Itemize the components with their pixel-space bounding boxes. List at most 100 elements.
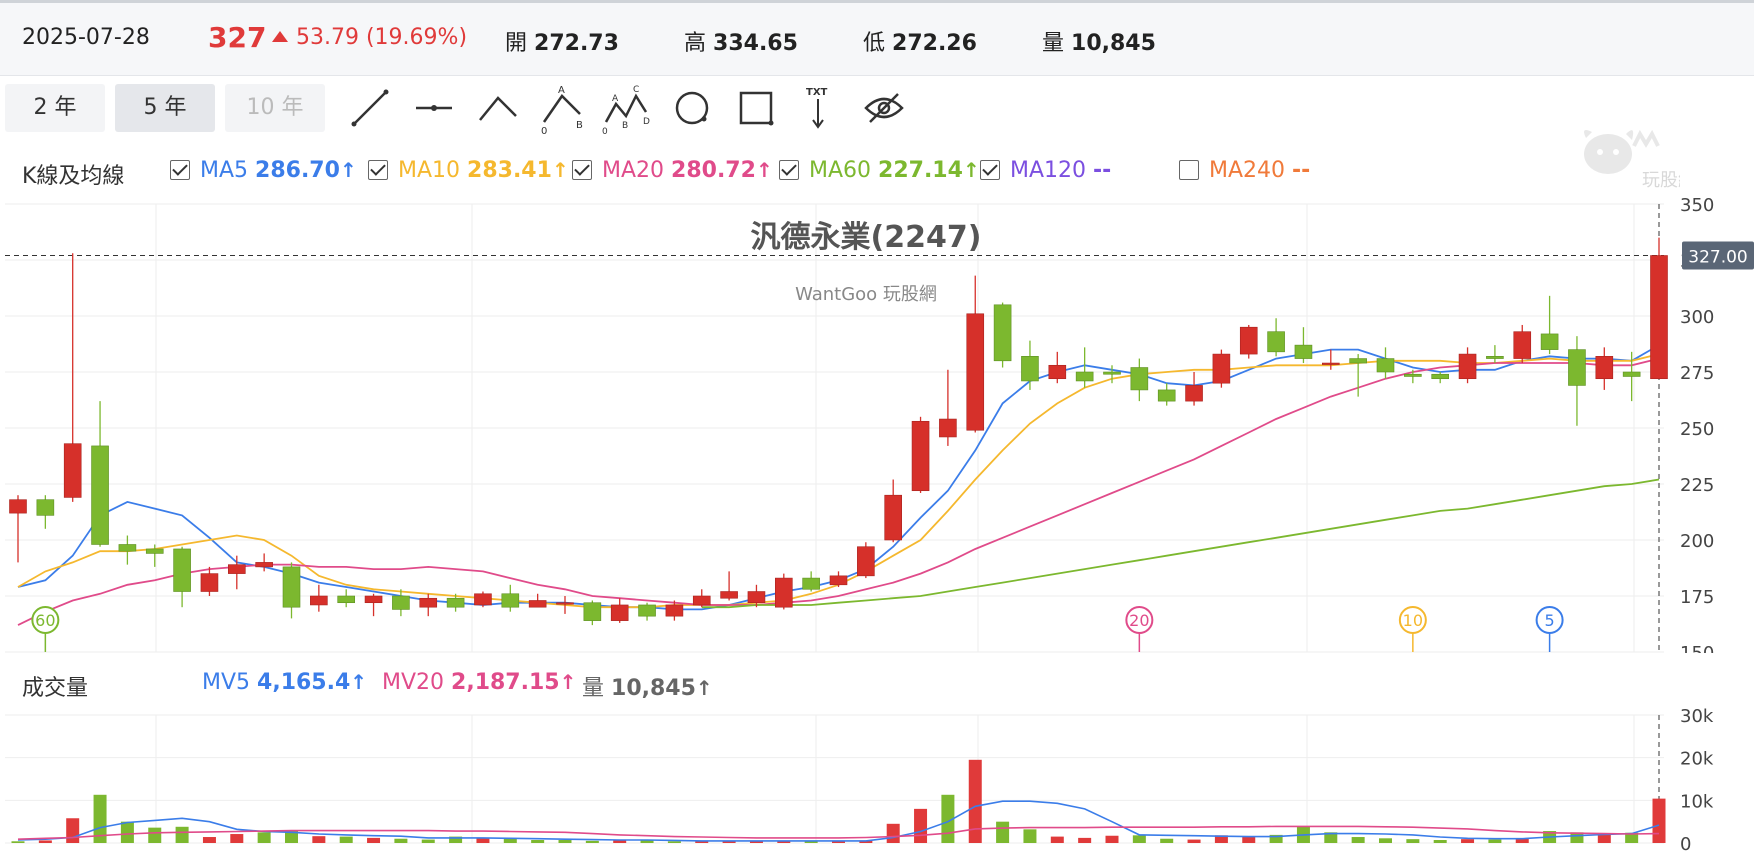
candle	[1486, 345, 1504, 364]
volume-bar	[503, 838, 517, 843]
abc-label-b: B	[576, 120, 583, 131]
candle	[966, 275, 985, 433]
trend-line-icon[interactable]	[344, 82, 396, 134]
ma10-checkbox[interactable]	[368, 160, 388, 180]
open-label: 開	[505, 31, 528, 56]
high-value: 334.65	[713, 31, 798, 56]
candle-body	[364, 595, 383, 604]
candle	[337, 589, 356, 608]
ma-marker-circle	[1398, 606, 1427, 634]
ma-marker-circle	[1535, 606, 1564, 634]
legend-ma120[interactable]: MA120 --	[980, 158, 1111, 183]
ma120-checkbox[interactable]	[980, 160, 1000, 180]
candle-body	[145, 548, 164, 554]
candle	[255, 553, 273, 572]
volume-bar	[1187, 839, 1201, 843]
candle	[419, 593, 438, 617]
ma10-value: 283.41	[467, 158, 552, 183]
candle	[1157, 383, 1176, 406]
volume-bar	[148, 827, 162, 843]
rectangle-icon[interactable]	[730, 82, 782, 134]
low-value: 272.26	[892, 31, 977, 56]
quote-date: 2025-07-28	[22, 25, 150, 50]
legend-ma5[interactable]: MA5 286.70↑	[170, 158, 357, 183]
volume-bar	[230, 834, 244, 843]
candle-body	[610, 604, 629, 621]
price-chart[interactable]: 150175200225250275300325350汎德永業(2247)Wan…	[0, 195, 1754, 653]
range-2y-button[interactable]: 2 年	[5, 84, 105, 132]
candle	[1185, 372, 1203, 406]
legend-ma60[interactable]: MA60 227.14↑	[779, 158, 980, 183]
candle-body	[501, 593, 520, 608]
volume-bar	[585, 840, 599, 843]
candle	[1130, 358, 1149, 402]
volume-chart[interactable]: 0 10k 20k 30k	[0, 705, 1754, 858]
candle-body	[200, 573, 219, 592]
ma-marker-circle	[31, 606, 60, 634]
ma5-checkbox[interactable]	[170, 160, 190, 180]
horizontal-line-icon[interactable]	[408, 82, 460, 134]
candle-body	[173, 548, 191, 592]
ma-marker-60: 60	[31, 606, 60, 652]
ma5-arrow-icon: ↑	[339, 158, 357, 182]
volume-bar	[640, 840, 654, 843]
candle-body	[1130, 367, 1149, 391]
ma-legend: K線及均線 MA5 286.70↑ MA10 283.41↑ MA20 280.…	[0, 152, 1754, 192]
volume-bar	[749, 840, 763, 843]
ma60-checkbox[interactable]	[779, 160, 799, 180]
volume-bar	[667, 841, 681, 843]
ma240-checkbox[interactable]	[1179, 160, 1199, 180]
candle-body	[1650, 255, 1668, 380]
volume-bar	[38, 840, 52, 843]
candle	[1513, 324, 1532, 364]
hide-drawings-icon[interactable]	[858, 82, 910, 134]
candle	[200, 566, 219, 596]
volume-bar	[1105, 835, 1119, 843]
range-10y-button[interactable]: 10 年	[225, 84, 325, 132]
candle	[474, 591, 492, 608]
candle-body	[774, 577, 793, 608]
volume-bar	[449, 836, 463, 843]
legend-ma10[interactable]: MA10 283.41↑	[368, 158, 569, 183]
range-5y-button[interactable]: 5 年	[115, 84, 215, 132]
candle	[1650, 237, 1668, 380]
volume-bar	[1515, 838, 1529, 843]
abc-wave-icon[interactable]: 0 A B	[536, 82, 588, 134]
text-annotation-icon[interactable]: TXT	[794, 82, 846, 134]
vol-value: 10,845	[611, 676, 696, 701]
candle	[939, 369, 957, 446]
candle	[1212, 349, 1231, 388]
legend-ma20[interactable]: MA20 280.72↑	[572, 158, 773, 183]
angle-line-icon[interactable]	[472, 82, 524, 134]
candle-body	[282, 566, 301, 608]
volume-bar	[531, 840, 545, 843]
candle	[802, 571, 820, 592]
volume-bar	[1023, 829, 1037, 843]
abc-label-0: 0	[541, 126, 547, 134]
candle-body	[528, 600, 547, 608]
legend-ma240[interactable]: MA240 --	[1179, 158, 1310, 183]
volume-bar	[832, 841, 845, 843]
quote-change-value: 53.79 (19.69%)	[296, 25, 468, 50]
candle-body	[392, 595, 410, 610]
ma20-checkbox[interactable]	[572, 160, 592, 180]
candle	[1458, 347, 1477, 384]
volume-bar	[1652, 798, 1666, 843]
ma10-label: MA10	[398, 158, 461, 183]
candle-body	[665, 604, 684, 617]
ma20-value: 280.72	[671, 158, 756, 183]
candle-body	[9, 499, 27, 514]
circle-icon[interactable]	[666, 82, 718, 134]
abcd-label-a: A	[612, 94, 619, 104]
volume-bar	[859, 840, 873, 843]
candle-body	[36, 499, 55, 516]
abcd-wave-icon[interactable]: 0 A B C D	[600, 82, 652, 134]
candle-body	[884, 494, 903, 541]
volume-bar	[968, 759, 982, 843]
candle-body	[1486, 356, 1504, 359]
volume-bar	[1214, 835, 1228, 843]
vol-arrow-icon: ↑	[695, 676, 713, 700]
candle-body	[1349, 358, 1367, 364]
candle	[1595, 347, 1614, 390]
mv20-value: 2,187.15	[451, 670, 560, 695]
